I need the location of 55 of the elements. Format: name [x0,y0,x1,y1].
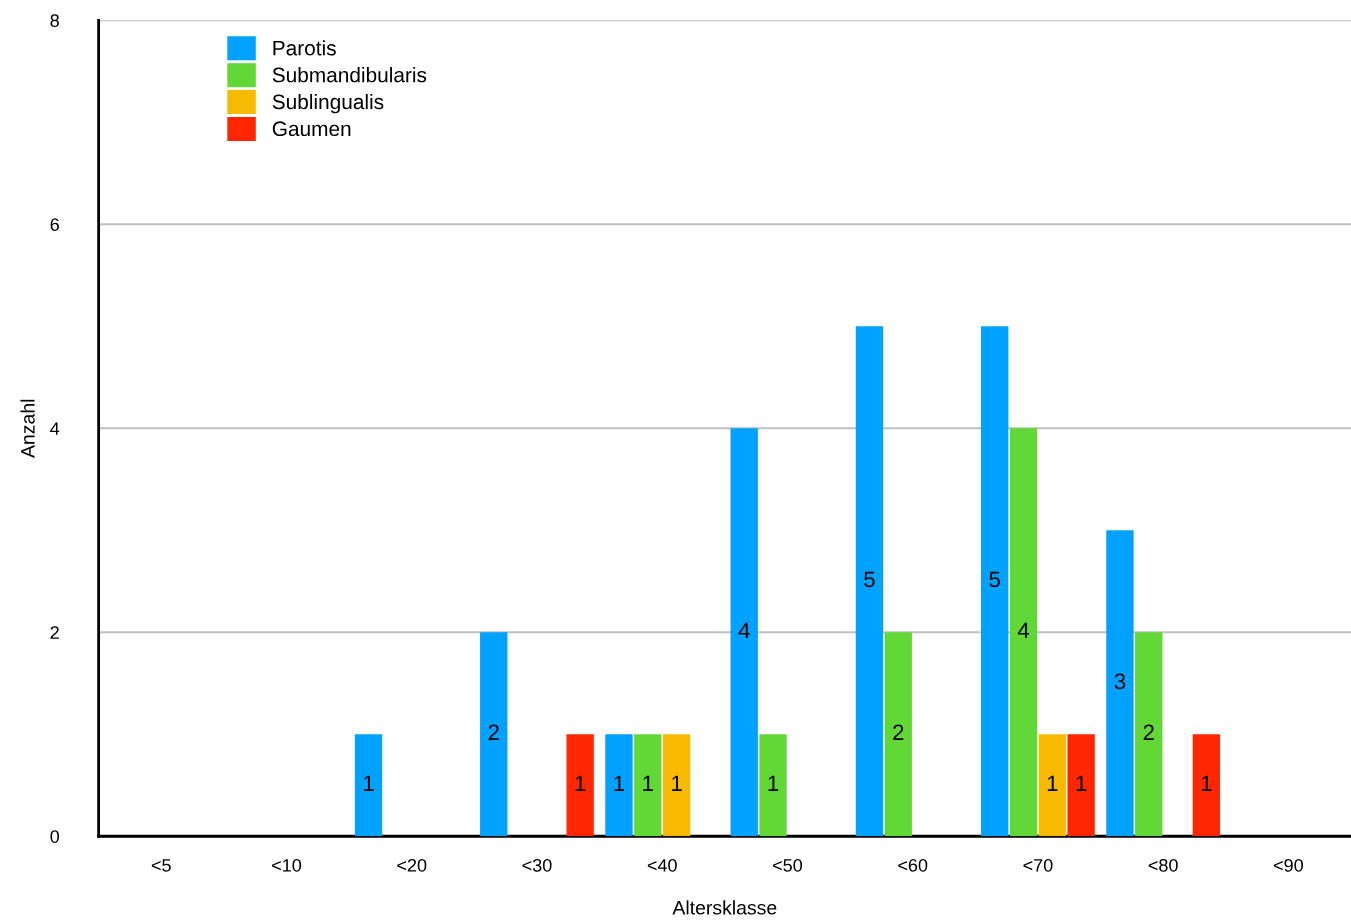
bar [662,734,691,837]
bar [354,734,383,837]
bar [1192,734,1221,837]
bar [759,734,787,837]
data-label: 1 [364,775,374,791]
data-label: 4 [738,622,750,639]
bar [855,326,884,837]
data-label: 3 [1114,673,1126,690]
legend-label: Submandibularis [272,67,427,83]
x-tick-label: <10 [272,858,302,872]
x-tick-label: <20 [397,858,427,872]
y-axis-title: Anzahl [20,399,35,458]
data-label: 1 [1201,775,1212,791]
legend-label: Sublingualis [272,93,384,114]
bar [730,428,758,837]
data-label: 5 [864,571,875,588]
y-tick-label: 4 [50,422,60,435]
x-tick-label: <40 [647,858,677,872]
y-tick-label: 0 [50,830,60,843]
data-label: 1 [672,775,682,791]
bar [884,632,912,837]
bar [1106,530,1134,837]
bar [566,734,594,837]
bar [605,734,633,837]
bar [1067,734,1095,837]
bar [480,632,508,837]
x-tick-label: <60 [898,858,928,872]
bar [634,734,662,837]
legend-label: Gaumen [272,121,351,137]
data-label: 1 [768,775,779,791]
data-label: 1 [614,775,625,791]
bar [1038,734,1066,837]
data-label: 2 [1143,724,1154,740]
data-label: 4 [1017,622,1030,639]
y-tick-label: 2 [50,626,59,639]
data-label: 1 [1047,775,1058,791]
data-label: 5 [989,571,1000,588]
x-tick-label: <80 [1148,858,1178,872]
y-tick-label: 6 [50,218,59,231]
x-tick-label: <30 [522,858,552,872]
data-label: 1 [1076,775,1087,791]
x-tick-label: <90 [1273,858,1303,872]
bar [1135,632,1163,837]
bar [1009,428,1038,837]
data-label: 2 [893,724,904,740]
x-tick-label: <50 [773,858,803,872]
data-label: 1 [643,775,653,791]
data-label: 2 [488,724,499,740]
x-tick-label: <70 [1023,858,1053,872]
legend-label: Parotis [273,40,336,56]
data-label: 1 [575,775,586,791]
bar [981,326,1009,837]
x-axis-title: Altersklasse [672,900,777,915]
y-tick-label: 8 [50,14,59,27]
x-tick-label: <5 [151,859,171,872]
